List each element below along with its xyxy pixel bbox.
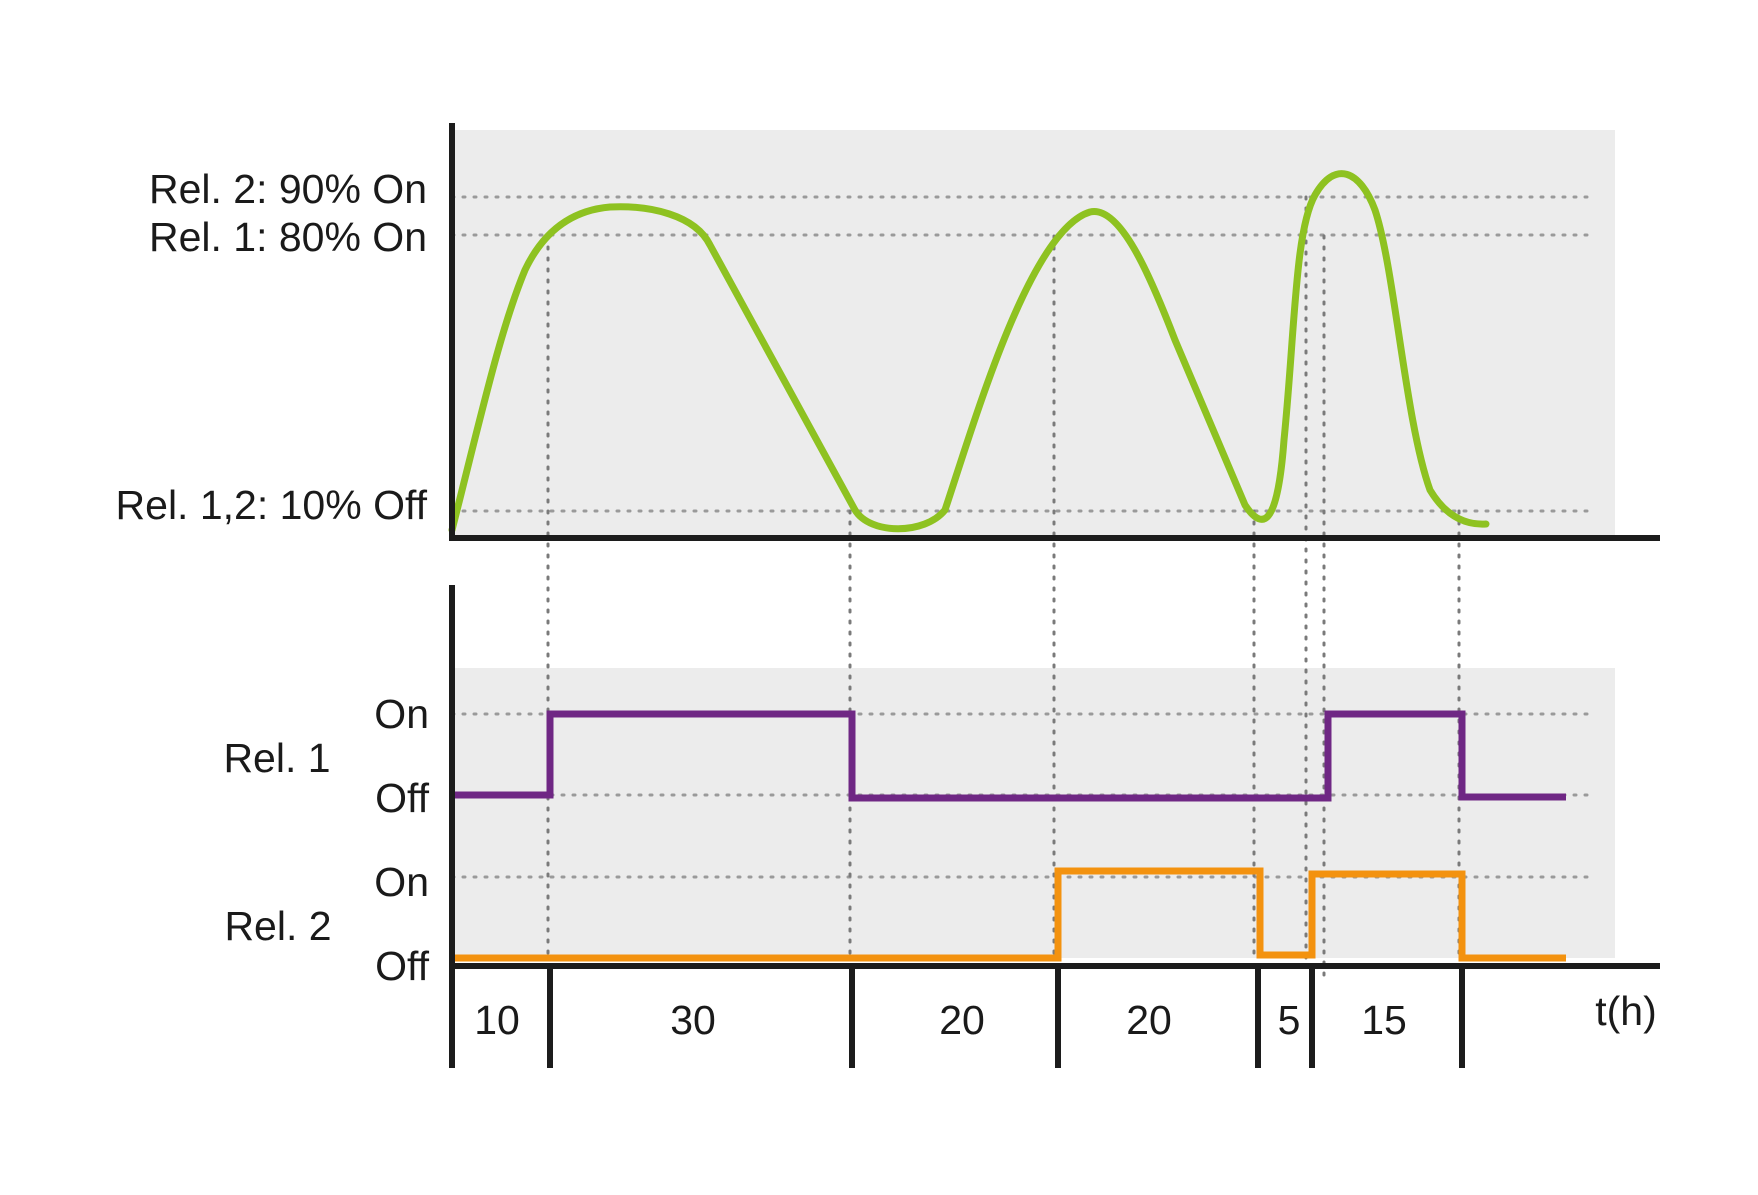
segment-duration-label: 15: [1361, 997, 1407, 1043]
relay2-on-label: On: [374, 859, 429, 905]
threshold-label-rel2-on: Rel. 2: 90% On: [149, 166, 427, 212]
relay2-state-line: [452, 867, 1566, 962]
humidity-curve: [448, 170, 1490, 534]
segment-duration-label: 5: [1278, 997, 1301, 1043]
upper-threshold-gridlines: [450, 195, 1592, 513]
segment-duration-label: 30: [670, 997, 716, 1043]
segment-duration-label: 20: [939, 997, 985, 1043]
relay1-on-label: On: [374, 691, 429, 737]
axes: [449, 123, 1660, 1068]
time-segment-ticks: [547, 963, 1465, 1068]
segment-duration-label: 20: [1126, 997, 1172, 1043]
segment-duration-label: 10: [474, 997, 520, 1043]
relay1-state-line: [452, 710, 1566, 802]
relay2-name-label: Rel. 2: [224, 903, 331, 949]
relay1-name-label: Rel. 1: [223, 735, 330, 781]
relay2-off-label: Off: [375, 943, 430, 989]
relay1-off-label: Off: [375, 775, 430, 821]
threshold-label-rel1-on: Rel. 1: 80% On: [149, 214, 427, 260]
threshold-label-off: Rel. 1,2: 10% Off: [116, 482, 428, 528]
time-axis-unit-label: t(h): [1595, 988, 1657, 1034]
upper-plot-background: [452, 130, 1615, 535]
